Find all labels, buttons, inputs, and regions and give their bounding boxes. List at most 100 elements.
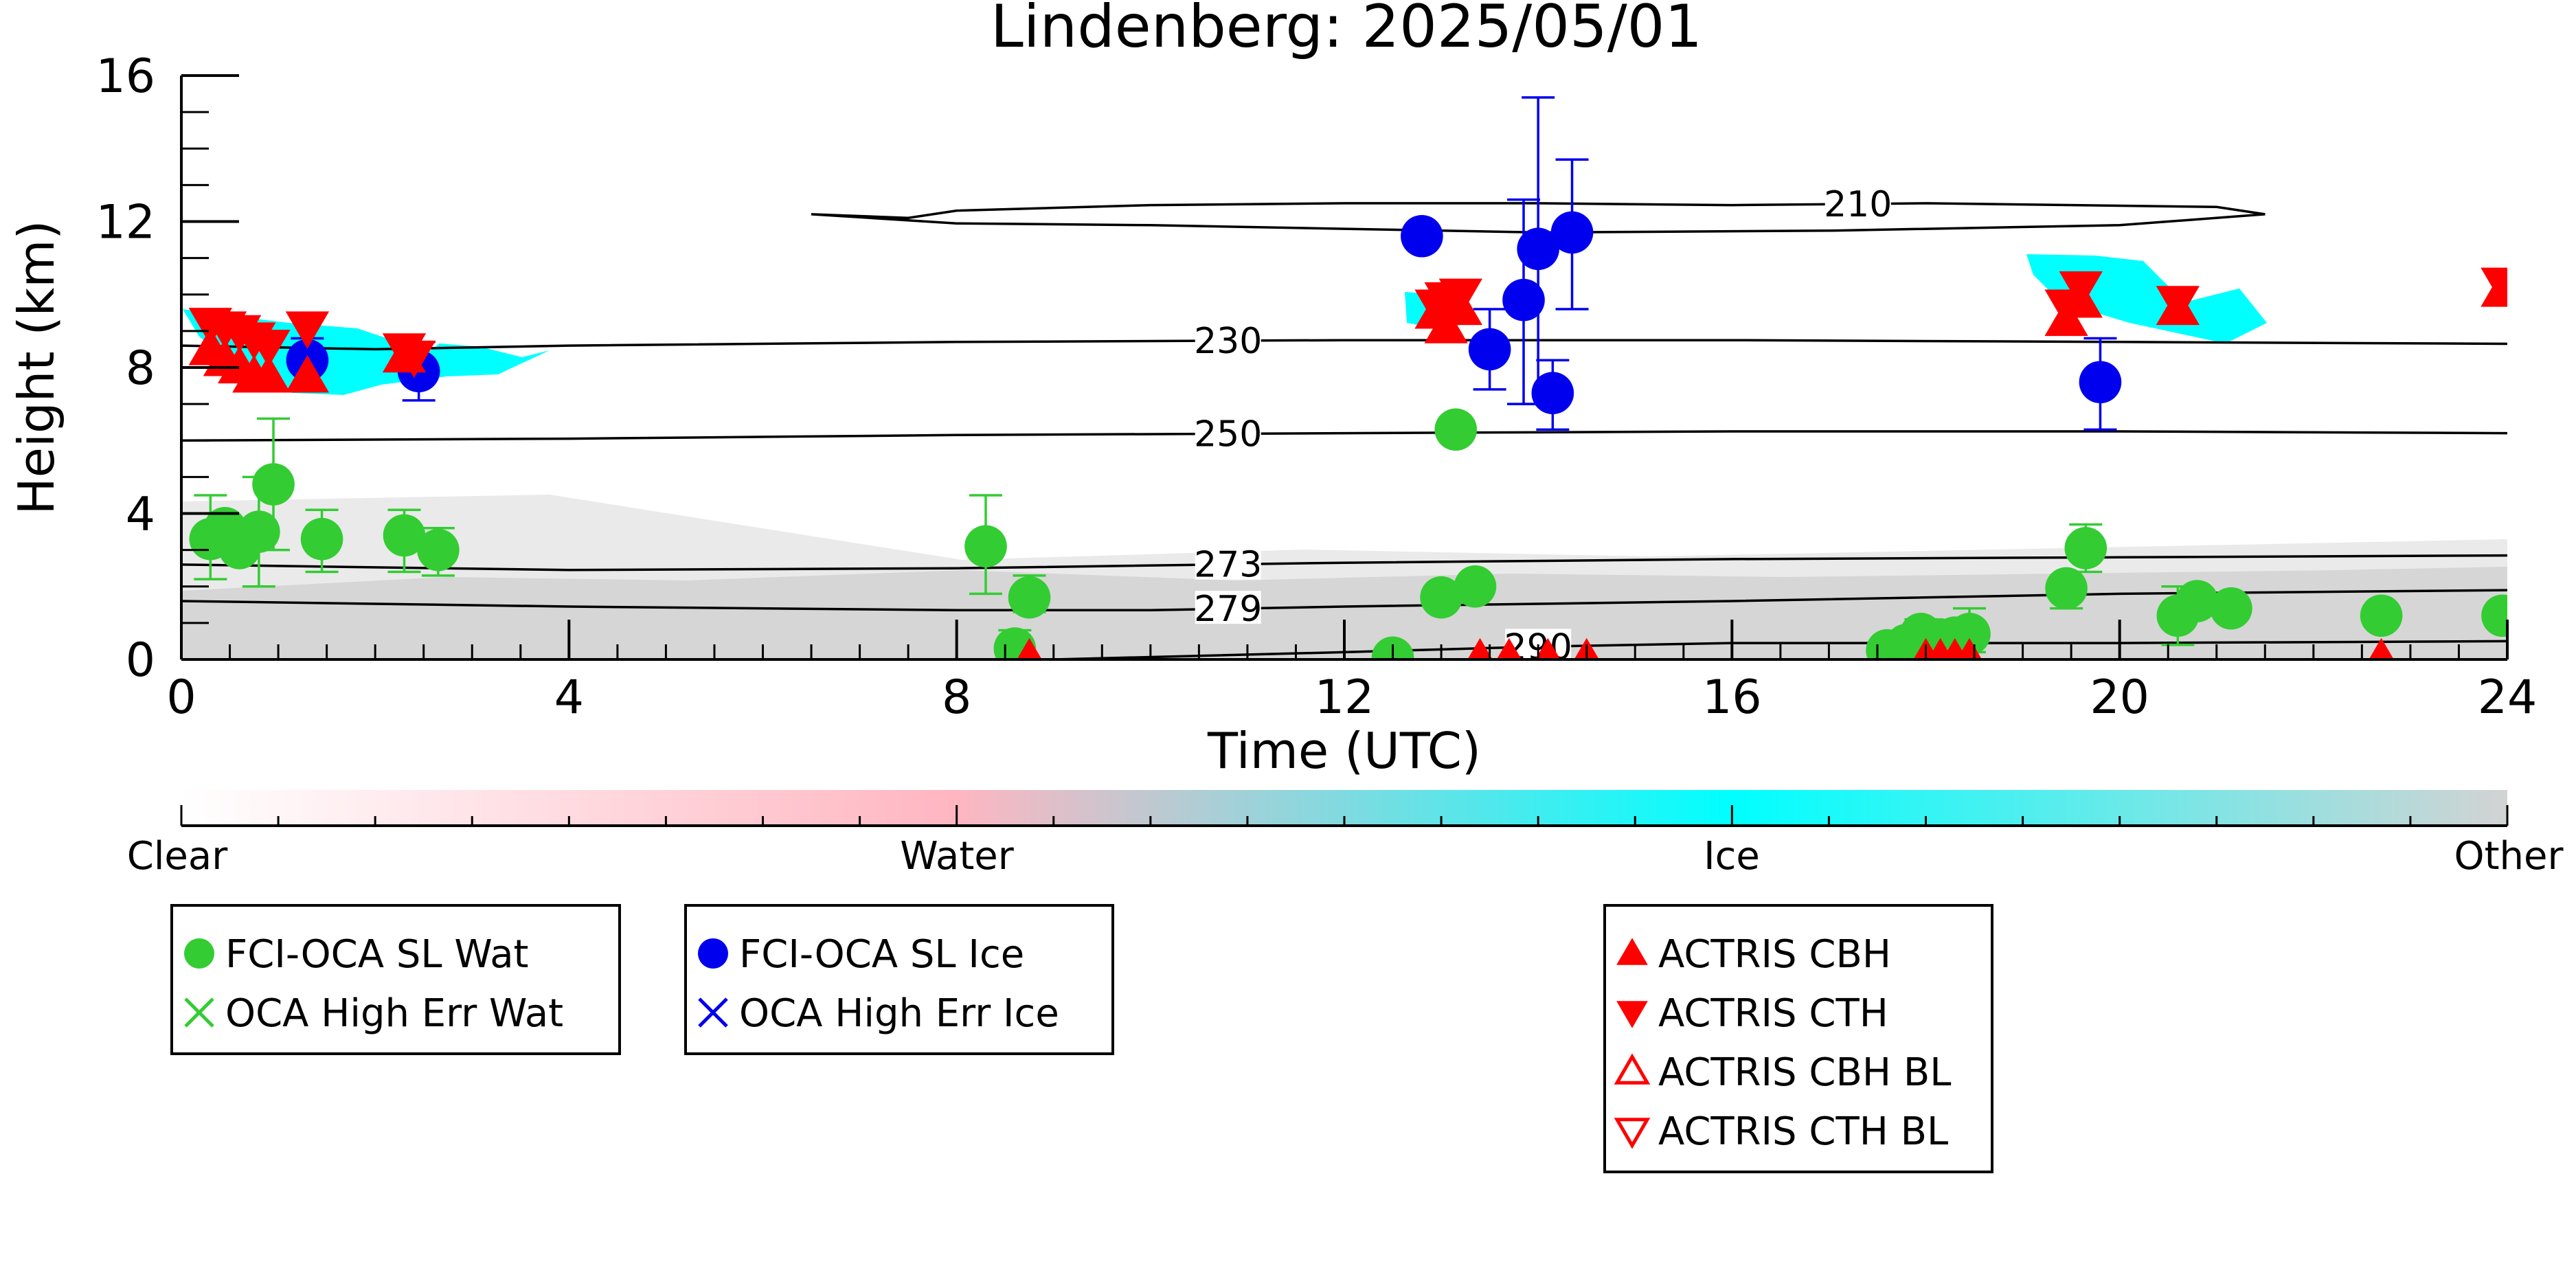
y-axis-label: Height (km): [8, 221, 65, 515]
point-actris-cth: [2481, 267, 2507, 306]
x-tick-label: 8: [942, 670, 971, 725]
legend-frame: [170, 904, 621, 1055]
point-fci-oca-sl-wat: [417, 528, 460, 572]
point-actris-cth: [392, 340, 436, 379]
point-fci-oca-sl-wat: [1420, 576, 1462, 619]
colorbar-label-water: Water: [900, 834, 1015, 879]
cloud-mask-layer: [181, 254, 2507, 659]
isotherm-label-bg: [1195, 591, 1261, 624]
point-fci-oca-sl-ice: [1468, 328, 1511, 371]
isotherm-label-bg: [1824, 185, 1891, 219]
point-actris-cbh: [247, 355, 291, 393]
point-fci-oca-sl-ice: [2079, 361, 2122, 404]
legend-label: OCA High Err Wat: [225, 991, 563, 1036]
legend-label: FCI-OCA SL Ice: [739, 932, 1024, 977]
point-fci-oca-sl-wat: [1454, 565, 1497, 608]
point-actris-cbh: [1496, 637, 1522, 659]
point-actris-cbh: [2369, 637, 2394, 659]
isotherm-label-273: 273: [1194, 545, 1262, 586]
y-tick-label: 16: [95, 49, 155, 104]
legend-label: ACTRIS CBH BL: [1658, 1050, 1951, 1095]
isotherm-273: [181, 554, 2507, 572]
point-fci-oca-sl-wat: [2064, 527, 2108, 569]
point-fci-oca-sl-wat: [2210, 587, 2252, 630]
point-fci-oca-sl-wat: [1434, 408, 1478, 451]
isotherm-label-230: 230: [1194, 321, 1262, 362]
point-actris-cbh: [1017, 637, 1042, 659]
data-markers: [188, 211, 2507, 659]
point-fci-oca-sl-wat: [300, 517, 343, 561]
point-fci-oca-sl-wat: [252, 463, 295, 506]
x-tick-label: 4: [554, 670, 584, 725]
point-fci-oca-sl-wat: [964, 525, 1007, 568]
axis-ticks: 0 4 8 12 16 20 24 0 4 8 12 16: [95, 49, 2537, 725]
legend-label: ACTRIS CTH: [1658, 991, 1888, 1036]
other-class-speckle: [181, 495, 2507, 591]
legend-box-1: FCI-OCA SL Wat OCA High Err Wat: [170, 904, 621, 1055]
x-tick-label: 12: [1315, 670, 1375, 725]
legend-frame: [1603, 904, 1993, 1173]
x-axis-label: Time (UTC): [1207, 722, 1481, 780]
colorbar-ticks: Clear Water Ice Other: [127, 805, 2564, 879]
legend-marker-oca-high-err-ice: [698, 997, 728, 1028]
point-actris-cbh: [1956, 637, 1982, 659]
point-fci-oca-sl-ice: [1517, 227, 1559, 271]
y-tick-label: 0: [126, 633, 155, 688]
isotherm-250: [181, 430, 2507, 442]
isotherm-label-bg: [1195, 322, 1261, 356]
isotherm-label-250: 250: [1194, 414, 1262, 455]
point-actris-cbh: [285, 355, 330, 393]
legend-marker-fci-oca-sl-ice: [698, 938, 728, 969]
point-fci-oca-sl-wat: [1948, 613, 1991, 655]
isotherm-label-210: 210: [1824, 184, 1892, 225]
legend-marker-actris-cbh: [1616, 938, 1648, 965]
isotherm-label-bg: [1195, 546, 1261, 580]
legend-box-2: FCI-OCA SL Ice OCA High Err Ice: [684, 904, 1114, 1055]
y-tick-label: 12: [95, 196, 155, 250]
isotherm-210: [811, 202, 2266, 234]
point-fci-oca-sl-wat: [2176, 580, 2219, 622]
point-fci-oca-sl-ice: [1401, 214, 1443, 258]
legend-marker-fci-oca-sl-wat: [184, 938, 214, 969]
point-actris-cth: [285, 311, 330, 349]
isotherm-label-279: 279: [1194, 589, 1262, 630]
legend-label: ACTRIS CBH: [1658, 932, 1891, 977]
chart-title: Lindenberg: 2025/05/01: [991, 0, 1702, 61]
point-fci-oca-sl-ice: [1550, 211, 1594, 254]
colorbar-label-ice: Ice: [1704, 834, 1760, 879]
legend-label: ACTRIS CTH BL: [1658, 1109, 1948, 1154]
point-actris-cth: [2156, 286, 2200, 324]
legend-frame: [684, 904, 1114, 1055]
x-tick-label: 16: [1702, 670, 1762, 725]
x-tick-label: 24: [2478, 670, 2538, 725]
colorbar-label-other: Other: [2454, 834, 2564, 879]
colorbar-label-clear: Clear: [127, 834, 228, 879]
point-fci-oca-sl-wat: [2045, 567, 2088, 610]
colorbar: Clear Water Ice Other: [127, 790, 2564, 879]
point-fci-oca-sl-ice: [1502, 278, 1545, 321]
point-fci-oca-sl-ice: [1531, 372, 1574, 414]
point-actris-cth: [2059, 271, 2103, 309]
point-actris-cth: [247, 329, 291, 368]
point-fci-oca-sl-wat: [383, 514, 426, 557]
y-tick-label: 8: [126, 341, 155, 396]
isotherm-230: [181, 339, 2507, 351]
legend-box-3: ACTRIS CBH ACTRIS CTH ACTRIS CBH BL ACTRIS …: [1603, 904, 1993, 1173]
point-fci-oca-sl-wat: [2360, 594, 2403, 637]
legend-marker-actris-cth-bl: [1614, 1118, 1651, 1149]
legend-label: FCI-OCA SL Wat: [225, 932, 529, 977]
y-tick-label: 4: [126, 488, 155, 542]
legend-label: OCA High Err Ice: [739, 991, 1059, 1036]
point-actris-cth: [1438, 278, 1482, 316]
legend-marker-oca-high-err-wat: [184, 997, 214, 1028]
point-fci-oca-sl-wat: [238, 510, 280, 553]
legend-marker-actris-cth: [1616, 1001, 1648, 1028]
legend-marker-actris-cbh-bl: [1614, 1053, 1651, 1085]
point-fci-oca-sl-wat: [1008, 576, 1051, 619]
isotherm-label-bg: [1195, 416, 1261, 449]
x-tick-label: 20: [2090, 670, 2149, 725]
point-fci-oca-sl-wat: [2481, 594, 2507, 637]
